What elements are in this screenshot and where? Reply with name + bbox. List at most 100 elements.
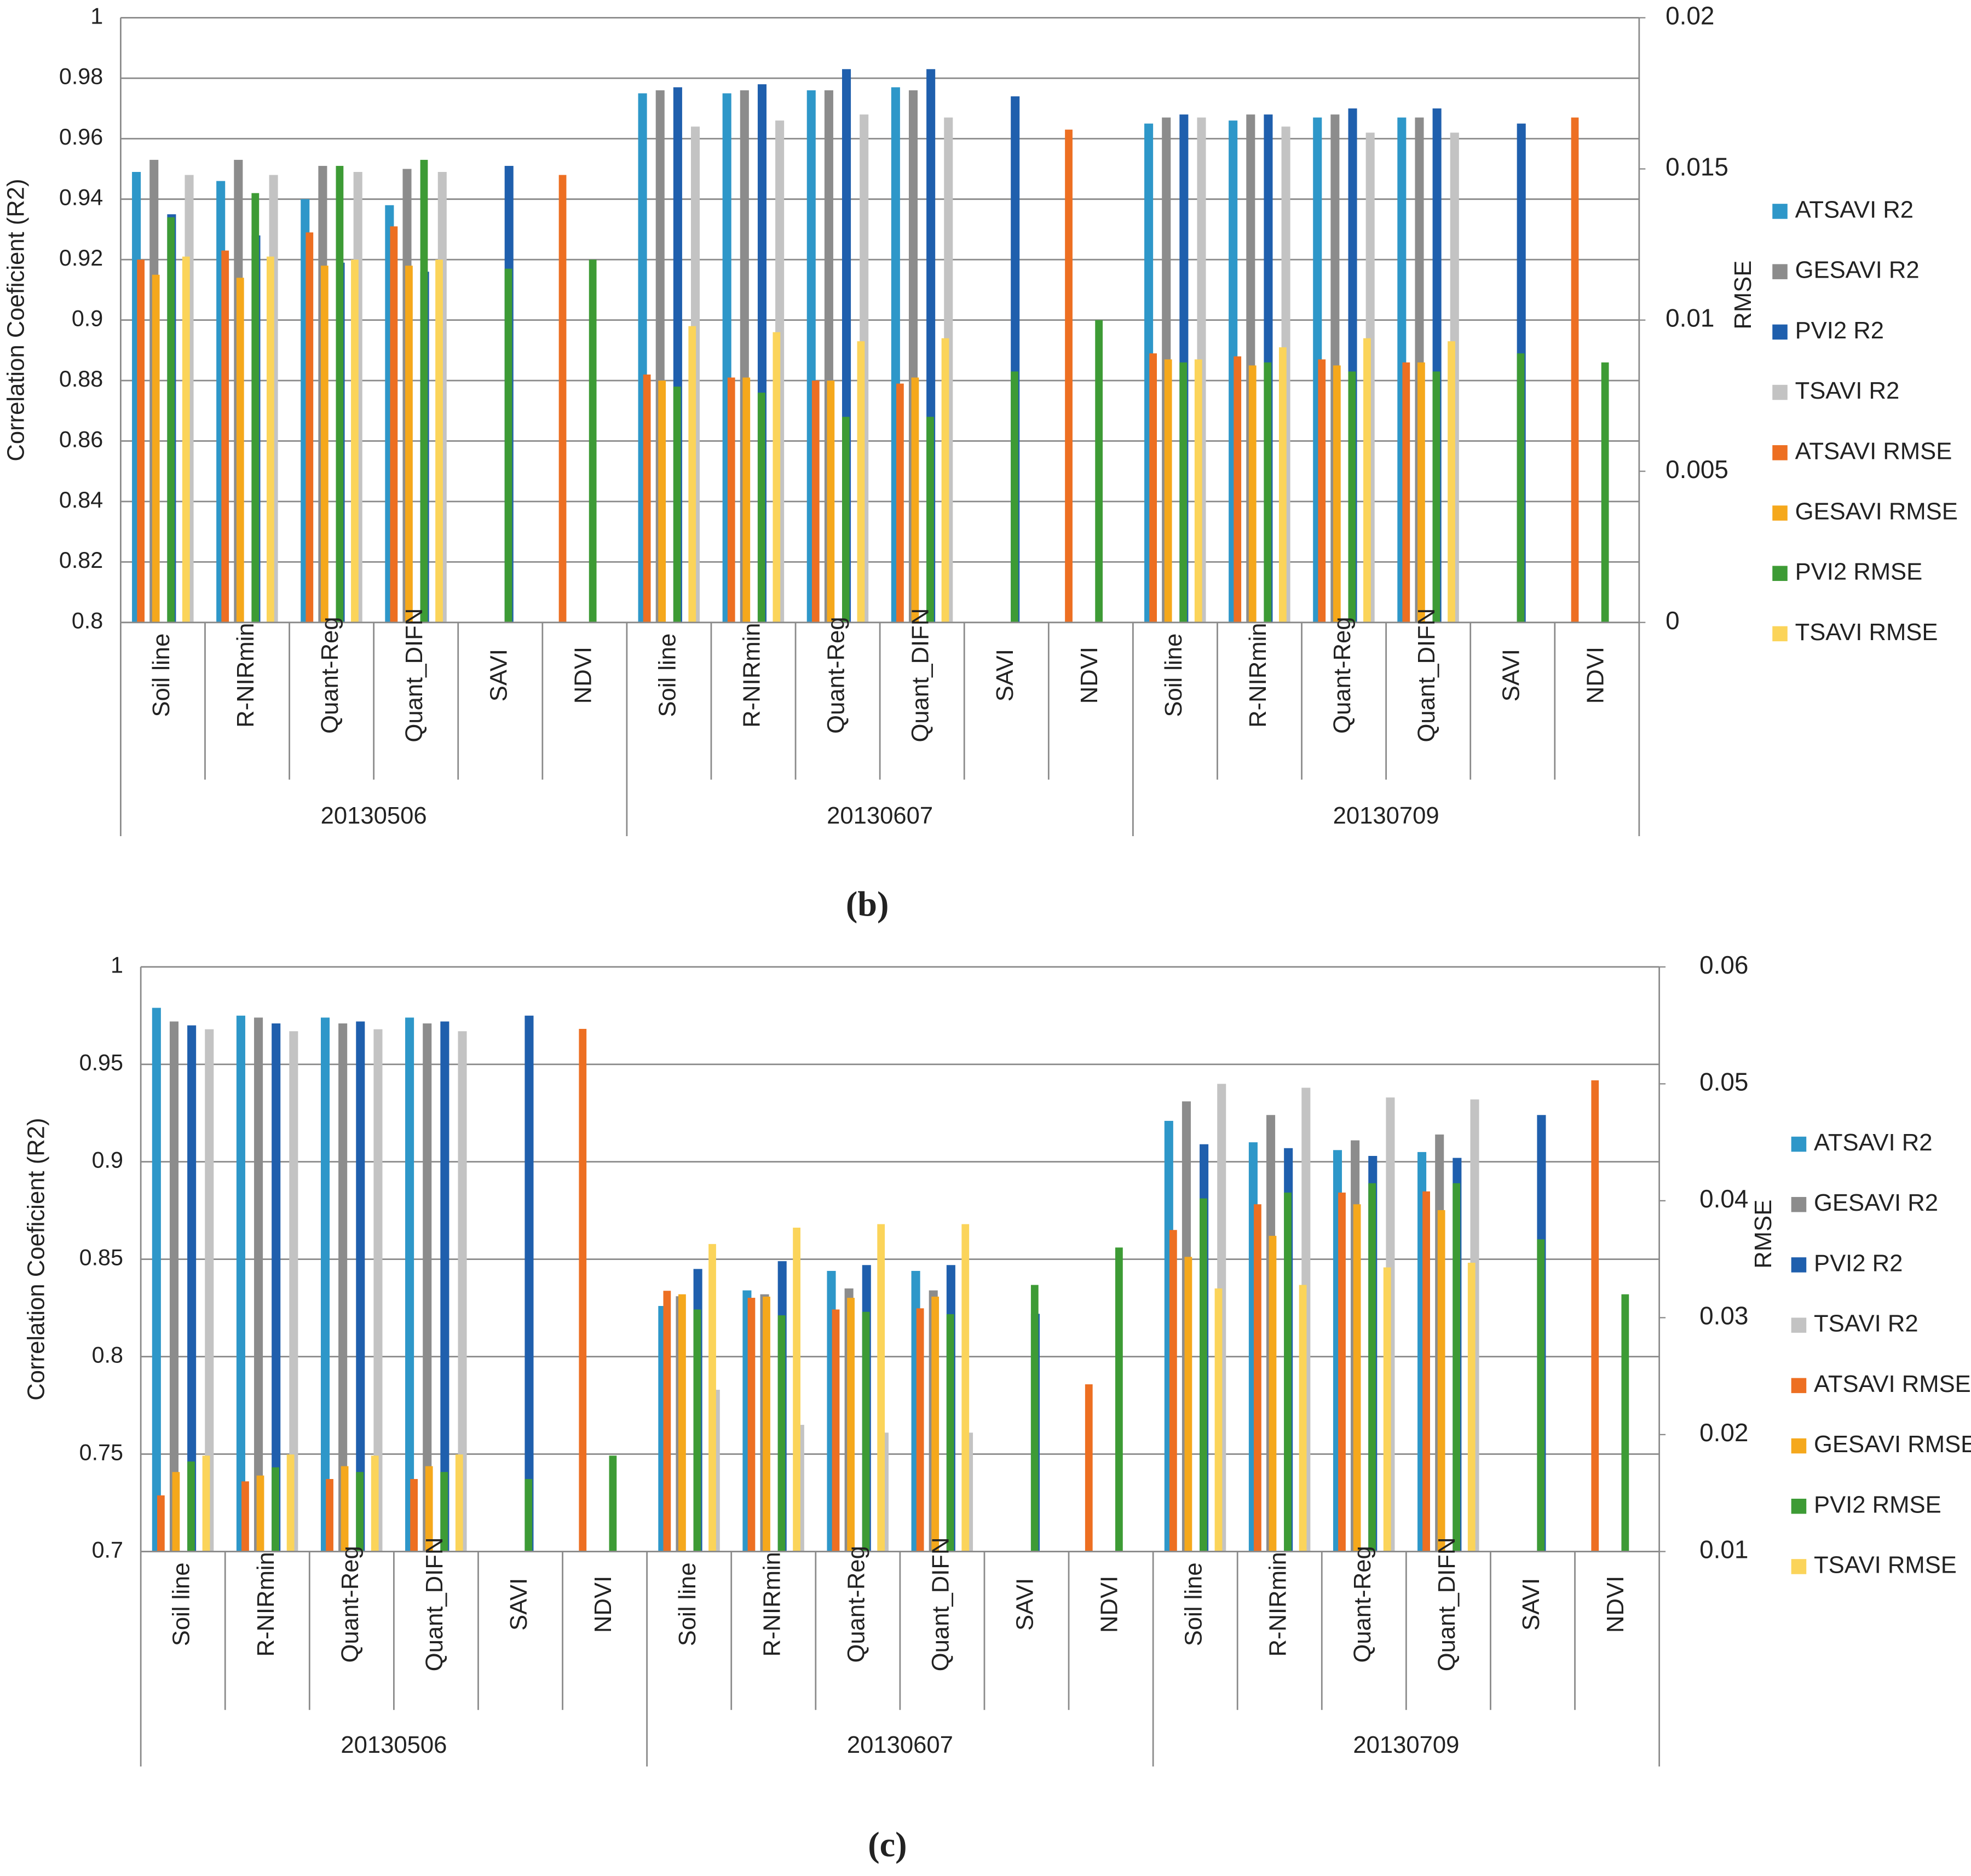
bar (187, 1461, 195, 1552)
bar (946, 1314, 954, 1552)
bar (847, 1298, 855, 1552)
x-tick-label: Soil line (148, 634, 175, 717)
bar (1269, 1235, 1277, 1552)
y2-tick-label: 0.02 (1699, 1418, 1748, 1447)
bar (558, 175, 567, 623)
bar (827, 380, 835, 623)
bar (747, 1298, 756, 1552)
y-axis-title: Correlation Coeficient (R2) (3, 179, 30, 461)
y-tick-label: 0.92 (59, 245, 103, 271)
bar (455, 1454, 463, 1552)
bar (688, 326, 696, 623)
x-tick-label: R-NIRmin (759, 1552, 785, 1656)
bar (693, 1309, 701, 1552)
y-tick-label: 0.95 (79, 1050, 123, 1075)
bar (1065, 129, 1073, 623)
bar (341, 1466, 349, 1552)
bar (1214, 1288, 1223, 1552)
bar (172, 1472, 180, 1552)
x-tick-label: Quant-Reg (337, 1546, 364, 1662)
x-tick-label: SAVI (992, 649, 1018, 701)
x-tick-label: Quant_DIFN (422, 1537, 448, 1671)
bar (251, 193, 260, 623)
y-tick-label: 0.85 (79, 1245, 123, 1270)
bar (320, 1017, 330, 1552)
bar (1601, 362, 1609, 623)
x-tick-label: R-NIRmin (233, 623, 259, 727)
bar (289, 1031, 298, 1552)
bar (525, 1015, 534, 1552)
bar (356, 1472, 364, 1552)
bar (1234, 356, 1242, 623)
bar (1402, 362, 1410, 623)
x-tick-label: Quant-Reg (317, 617, 343, 733)
x-tick-label: SAVI (1498, 649, 1524, 701)
legend-label: PVI2 RMSE (1814, 1492, 1941, 1518)
bar (1338, 1192, 1346, 1552)
y-tick-label: 0.9 (72, 306, 103, 331)
x-tick-label: NDVI (570, 647, 596, 704)
bar (773, 332, 781, 623)
y2-tick-label: 0.01 (1665, 304, 1714, 332)
bar (390, 226, 398, 623)
x-tick-label: Soil line (654, 634, 681, 717)
bar (371, 1455, 379, 1552)
legend-swatch (1791, 1378, 1807, 1394)
bar (793, 1227, 800, 1552)
bar (152, 1008, 161, 1552)
legend-swatch (1772, 264, 1788, 279)
y2-tick-label: 0.04 (1699, 1184, 1748, 1213)
legend-swatch (1772, 626, 1788, 642)
bar (336, 165, 344, 623)
bar (1149, 353, 1157, 623)
bar (1248, 365, 1257, 623)
x-tick-label: Quant-Reg (823, 617, 850, 733)
bar (1184, 1257, 1192, 1552)
legend-swatch (1791, 1438, 1807, 1454)
legend-swatch (1772, 445, 1788, 461)
bar (832, 1309, 840, 1552)
bar (857, 341, 865, 623)
legend-swatch (1791, 1136, 1807, 1152)
bar (1011, 371, 1018, 623)
x-tick-label: Soil line (1161, 634, 1187, 717)
bar (742, 377, 751, 623)
bar (1318, 359, 1326, 623)
y2-tick-label: 0 (1665, 606, 1680, 635)
x-tick-label: Soil line (675, 1562, 701, 1646)
legend-label: ATSAVI R2 (1814, 1130, 1932, 1156)
y-tick-label: 0.75 (79, 1440, 123, 1465)
bar (1095, 320, 1103, 623)
group-label: 20130506 (321, 803, 427, 829)
x-tick-label: NDVI (1603, 1576, 1629, 1633)
bar (373, 1029, 383, 1552)
legend-label: TSAVI R2 (1795, 378, 1900, 404)
x-tick-label: NDVI (590, 1576, 616, 1633)
bar (1278, 347, 1287, 623)
x-tick-label: Quant-Reg (1350, 1546, 1376, 1662)
y-tick-label: 1 (90, 3, 103, 28)
y-tick-label: 0.7 (92, 1537, 123, 1562)
group-label: 20130607 (827, 803, 933, 829)
y2-tick-label: 0.015 (1665, 153, 1728, 181)
bar (458, 1031, 467, 1552)
bar (152, 274, 160, 623)
bar (1448, 341, 1455, 623)
bar (326, 1479, 333, 1552)
y2-tick-label: 0.02 (1665, 2, 1714, 30)
bar (1417, 362, 1425, 623)
y-axis-title: Correlation Coeficient (R2) (23, 1118, 49, 1400)
bar (338, 1023, 348, 1552)
bar (589, 260, 597, 623)
bar (272, 1023, 281, 1552)
group-label: 20130607 (847, 1732, 953, 1758)
bar (1348, 371, 1356, 623)
bar (1333, 365, 1341, 623)
x-tick-label: R-NIRmin (739, 623, 765, 727)
bar (157, 1495, 165, 1552)
bar (525, 1479, 533, 1552)
bar (961, 1224, 970, 1552)
bar (236, 278, 244, 623)
x-tick-label: Quant-Reg (843, 1546, 869, 1662)
bar (877, 1224, 885, 1552)
